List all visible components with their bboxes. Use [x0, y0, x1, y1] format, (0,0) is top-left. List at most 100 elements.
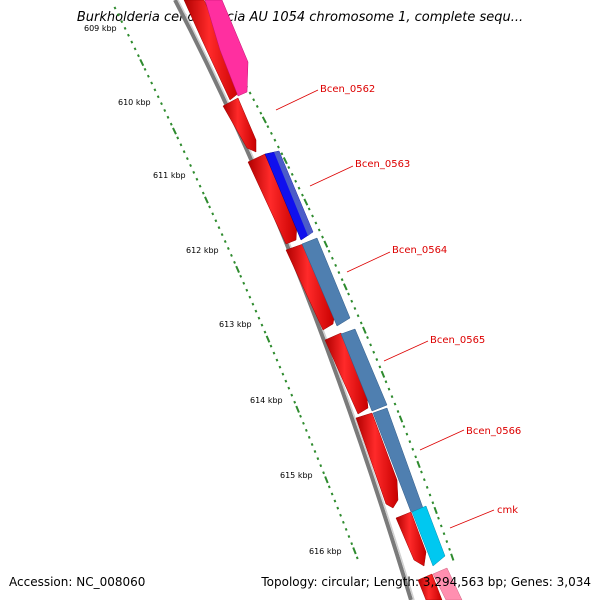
ruler-minor-tick: [254, 309, 258, 313]
ruler-minor-tick: [263, 330, 267, 334]
leader-line: [346, 251, 391, 273]
ruler-minor-tick: [143, 67, 147, 71]
ruler-minor-tick: [127, 33, 130, 37]
ruler-minor-tick: [316, 457, 320, 461]
ruler-minor-tick: [293, 400, 297, 404]
ruler-minor-tick: [442, 532, 446, 536]
ruler-minor-tick: [420, 470, 423, 474]
ruler-minor-tick: [223, 240, 227, 244]
ruler-minor-tick: [179, 143, 183, 147]
ruler-minor-tick: [226, 246, 230, 250]
ruler-minor-tick: [257, 316, 261, 320]
gene-label-bcen-0564[interactable]: Bcen_0564: [392, 245, 447, 256]
gene-feature-blue-shadow: [274, 151, 313, 236]
ruler-minor-tick: [166, 115, 170, 119]
ruler-major-tick: [352, 547, 357, 555]
ruler-minor-tick: [281, 372, 285, 376]
ruler-minor-tick: [137, 54, 140, 58]
inner-strand-genes: [183, 0, 443, 600]
ruler-major-tick: [433, 506, 438, 515]
ruler-minor-tick: [163, 108, 167, 112]
gene-feature[interactable]: [222, 97, 257, 153]
ruler-minor-tick: [402, 425, 406, 429]
gene-feature[interactable]: [324, 332, 369, 415]
ruler-minor-tick: [425, 485, 429, 489]
ruler-minor-tick: [153, 88, 157, 92]
ruler-minor-tick: [437, 516, 440, 520]
gene-feature[interactable]: [355, 412, 399, 509]
ruler-minor-tick: [230, 253, 233, 257]
ruler-label-616: 616 kbp: [309, 547, 342, 556]
ruler-minor-tick: [169, 122, 173, 126]
ruler-minor-tick: [321, 235, 324, 239]
ruler-minor-tick: [198, 184, 202, 188]
gene-feature-pink[interactable]: [432, 567, 463, 600]
ruler-minor-tick: [195, 177, 199, 181]
gene-feature[interactable]: [247, 153, 298, 245]
ruler-major-tick: [204, 196, 209, 204]
ruler-major-tick: [398, 415, 404, 423]
ruler-minor-tick: [269, 344, 273, 348]
ruler-minor-tick: [411, 447, 415, 451]
ruler-major-tick: [343, 283, 348, 291]
ruler-minor-tick: [369, 343, 373, 347]
ruler-minor-tick: [330, 256, 334, 260]
ruler-minor-tick: [201, 191, 205, 195]
ruler-major-tick: [172, 127, 177, 135]
ruler-major-tick: [261, 116, 267, 124]
ruler-minor-tick: [233, 260, 236, 264]
gene-label-bcen-0562[interactable]: Bcen_0562: [320, 84, 375, 95]
ruler-minor-tick: [384, 380, 388, 384]
gene-feature-steelblue[interactable]: [340, 328, 388, 412]
ruler-minor-tick: [242, 281, 246, 285]
ruler-major-tick: [323, 240, 329, 248]
ruler-minor-tick: [120, 20, 124, 24]
ruler-minor-tick: [287, 165, 291, 170]
ruler-minor-tick: [330, 492, 334, 496]
ruler-minor-tick: [334, 263, 338, 267]
gene-feature-steelblue[interactable]: [301, 237, 351, 327]
ruler-minor-tick: [208, 205, 211, 209]
gene-feature[interactable]: [395, 511, 427, 567]
leader-line: [419, 429, 465, 451]
ruler-minor-tick: [185, 157, 189, 161]
ruler-label-609: 609 kbp: [84, 24, 117, 33]
ruler-minor-tick: [317, 228, 321, 232]
ruler-minor-tick: [182, 150, 186, 154]
ruler-major-tick: [295, 405, 300, 413]
ruler-minor-tick: [245, 288, 249, 292]
ruler-minor-tick: [156, 95, 160, 99]
ruler-minor-tick: [176, 136, 180, 140]
ruler-minor-tick: [448, 547, 451, 551]
ruler-minor-tick: [327, 485, 331, 489]
ruler-major-tick: [303, 198, 309, 206]
gene-feature-cyan[interactable]: [411, 505, 446, 567]
gene-feature[interactable]: [285, 243, 335, 331]
gene-label-bcen-0566[interactable]: Bcen_0566: [466, 426, 521, 437]
gene-label-bcen-0563[interactable]: Bcen_0563: [355, 159, 410, 170]
ruler-minor-tick: [252, 98, 256, 102]
leader-line: [449, 509, 495, 529]
gene-label-cmk[interactable]: cmk: [497, 505, 518, 516]
leader-line: [383, 340, 429, 362]
ruler-minor-tick: [280, 152, 284, 156]
ruler-minor-tick: [405, 432, 409, 436]
ruler-minor-tick: [313, 450, 317, 454]
ruler-major-tick: [380, 370, 386, 378]
gene-feature[interactable]: [417, 573, 443, 600]
ruler-minor-tick: [276, 145, 280, 149]
ruler-minor-tick: [255, 104, 259, 108]
ruler-minor-tick: [160, 102, 163, 106]
gene-label-bcen-0565[interactable]: Bcen_0565: [430, 335, 485, 346]
gene-feature-magenta[interactable]: [204, 0, 249, 97]
leader-line: [275, 89, 319, 111]
ruler-minor-tick: [290, 172, 294, 176]
topology-text: Topology: circular; Length: 3,294,563 bp…: [261, 575, 591, 589]
ruler-minor-tick: [284, 379, 288, 383]
ruler-minor-tick: [339, 513, 342, 517]
ruler-minor-tick: [350, 299, 354, 303]
ruler-major-tick: [265, 335, 271, 343]
ruler-major-tick: [362, 326, 367, 334]
ruler-minor-tick: [375, 358, 379, 362]
ruler-minor-tick: [393, 402, 397, 406]
